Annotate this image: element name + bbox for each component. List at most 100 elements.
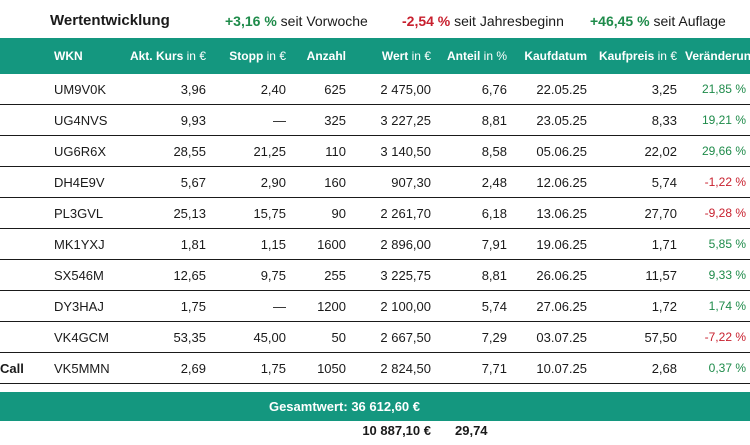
row-datum: 22.05.25 (511, 74, 591, 105)
row-stopp: 15,75 (210, 198, 290, 229)
row-datum: 23.05.25 (511, 105, 591, 136)
row-wkn: SX546M (50, 260, 122, 291)
row-type (0, 229, 50, 260)
row-stopp: 45,00 (210, 322, 290, 353)
performance-title: Wertentwicklung (50, 12, 170, 29)
row-stopp: 2,40 (210, 74, 290, 105)
row-wert: 907,30 (350, 167, 435, 198)
row-preis: 2,68 (591, 353, 681, 384)
row-wert: 2 824,50 (350, 353, 435, 384)
row-anteil: 8,81 (435, 105, 511, 136)
row-stopp: — (210, 291, 290, 322)
perf-week: +3,16 % seit Vorwoche (225, 13, 368, 29)
row-wkn: MK1YXJ (50, 229, 122, 260)
row-change: 1,74 % (681, 291, 750, 322)
row-type (0, 260, 50, 291)
perf-since-label: seit Auflage (653, 13, 725, 29)
row-stopp: — (210, 105, 290, 136)
performance-bar: Wertentwicklung +3,16 % seit Vorwoche -2… (0, 0, 750, 38)
row-wert: 2 667,50 (350, 322, 435, 353)
row-datum: 19.06.25 (511, 229, 591, 260)
row-anzahl: 1200 (290, 291, 350, 322)
row-preis: 8,33 (591, 105, 681, 136)
row-change: 5,85 % (681, 229, 750, 260)
row-anzahl: 90 (290, 198, 350, 229)
row-datum: 05.06.25 (511, 136, 591, 167)
row-type (0, 105, 50, 136)
row-type (0, 74, 50, 105)
row-kurs: 2,69 (122, 353, 210, 384)
perf-ytd-label: seit Jahresbeginn (454, 13, 564, 29)
row-type (0, 198, 50, 229)
row-change: 0,37 % (681, 353, 750, 384)
row-type (0, 136, 50, 167)
row-type: Call (0, 353, 50, 384)
total-value-bar: Gesamtwert: 36 612,60 € (0, 392, 750, 421)
row-change: -1,22 % (681, 167, 750, 198)
perf-ytd: -2,54 % seit Jahresbeginn (402, 13, 564, 29)
row-stopp: 21,25 (210, 136, 290, 167)
row-anzahl: 160 (290, 167, 350, 198)
row-kurs: 5,67 (122, 167, 210, 198)
row-preis: 57,50 (591, 322, 681, 353)
row-stopp: 1,75 (210, 353, 290, 384)
row-anzahl: 325 (290, 105, 350, 136)
row-wert: 3 227,25 (350, 105, 435, 136)
perf-since-value: +46,45 % (590, 13, 650, 29)
row-wert: 2 475,00 (350, 74, 435, 105)
row-kurs: 1,81 (122, 229, 210, 260)
col-stopp: Stopp in € (210, 38, 290, 74)
row-wkn: UM9V0K (50, 74, 122, 105)
col-anzahl: Anzahl (290, 38, 350, 74)
row-anteil: 8,81 (435, 260, 511, 291)
col-wkn: WKN (50, 38, 122, 74)
row-anzahl: 1600 (290, 229, 350, 260)
row-preis: 22,02 (591, 136, 681, 167)
row-wert: 2 100,00 (350, 291, 435, 322)
row-wert: 3 225,75 (350, 260, 435, 291)
row-change: 19,21 % (681, 105, 750, 136)
perf-week-label: seit Vorwoche (281, 13, 368, 29)
row-change: -9,28 % (681, 198, 750, 229)
row-wkn: VK4GCM (50, 322, 122, 353)
row-preis: 27,70 (591, 198, 681, 229)
row-datum: 27.06.25 (511, 291, 591, 322)
row-wert: 2 896,00 (350, 229, 435, 260)
row-wkn: DY3HAJ (50, 291, 122, 322)
row-datum: 03.07.25 (511, 322, 591, 353)
row-anzahl: 50 (290, 322, 350, 353)
row-anzahl: 1050 (290, 353, 350, 384)
row-preis: 1,71 (591, 229, 681, 260)
row-change: 21,85 % (681, 74, 750, 105)
row-stopp: 1,15 (210, 229, 290, 260)
col-preis: Kaufpreis in € (591, 38, 681, 74)
row-preis: 11,57 (591, 260, 681, 291)
row-kurs: 25,13 (122, 198, 210, 229)
row-anzahl: 625 (290, 74, 350, 105)
row-datum: 10.07.25 (511, 353, 591, 384)
row-kurs: 12,65 (122, 260, 210, 291)
row-type (0, 322, 50, 353)
row-type (0, 291, 50, 322)
row-kurs: 53,35 (122, 322, 210, 353)
col-change: Veränderung (681, 38, 750, 74)
row-change: 9,33 % (681, 260, 750, 291)
row-anteil: 7,29 (435, 322, 511, 353)
row-anteil: 6,18 (435, 198, 511, 229)
row-datum: 13.06.25 (511, 198, 591, 229)
row-preis: 5,74 (591, 167, 681, 198)
row-wkn: UG4NVS (50, 105, 122, 136)
row-stopp: 9,75 (210, 260, 290, 291)
row-wkn: DH4E9V (50, 167, 122, 198)
row-wert: 2 261,70 (350, 198, 435, 229)
col-type (0, 38, 50, 74)
row-kurs: 1,75 (122, 291, 210, 322)
